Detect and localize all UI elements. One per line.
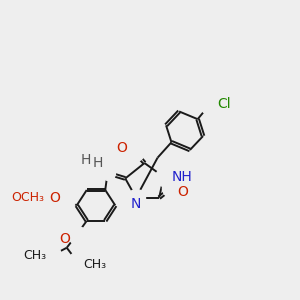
Text: Cl: Cl (217, 97, 230, 111)
Text: O: O (177, 184, 188, 199)
Text: N: N (131, 197, 141, 211)
Text: CH₃: CH₃ (23, 249, 46, 262)
Text: O: O (60, 232, 70, 245)
Text: OCH₃: OCH₃ (11, 191, 44, 204)
Text: NH: NH (172, 170, 192, 184)
Text: O: O (116, 141, 127, 155)
Text: O: O (50, 191, 61, 205)
Text: CH₃: CH₃ (83, 258, 106, 271)
Text: H: H (80, 153, 91, 167)
Text: H: H (93, 156, 104, 170)
